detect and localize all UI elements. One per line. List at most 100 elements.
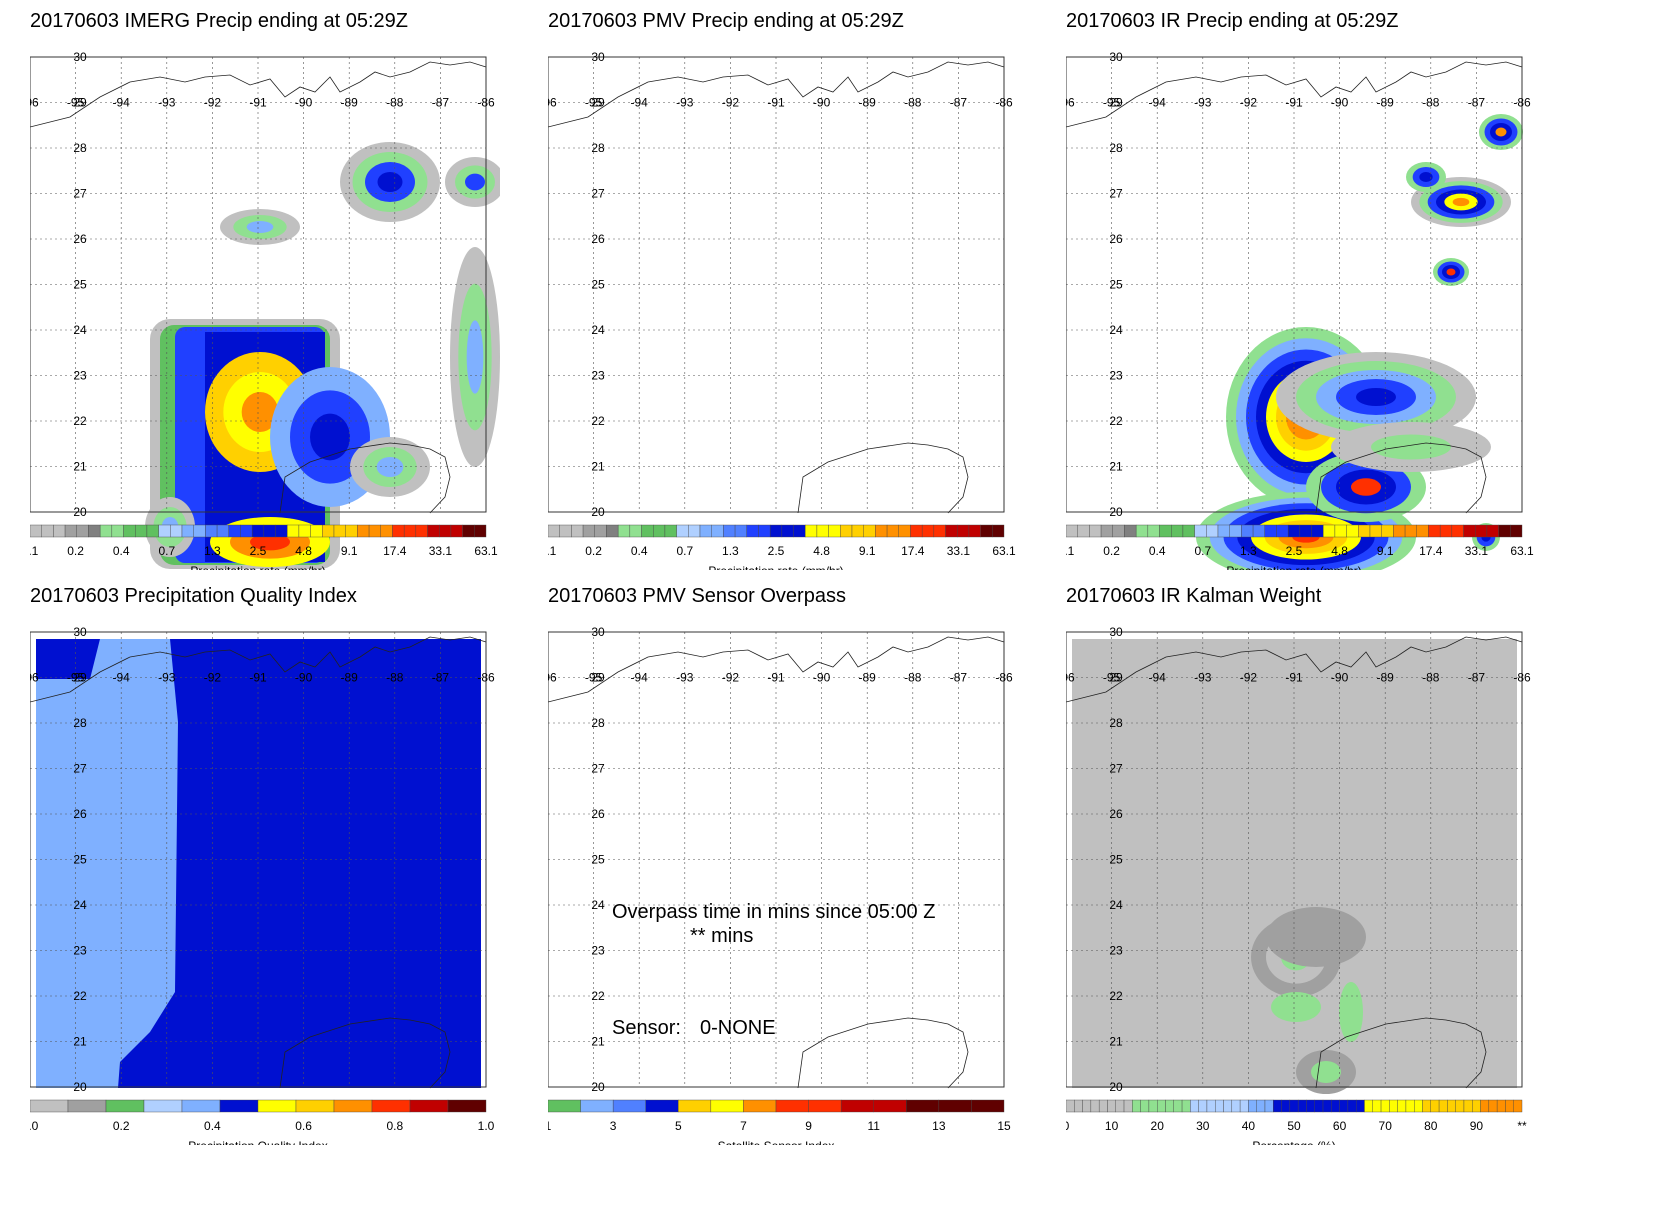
lat-tick-label: 28 xyxy=(73,716,87,730)
plot-area: -96 -95 -94 -93 -92 -91 -90 -89 -88 -87 -86 30 29 28 2… xyxy=(30,50,500,569)
colorbar-tick-label: 5 xyxy=(675,1119,682,1133)
lon-tick-label: -88 xyxy=(386,96,404,110)
ir-precip-band-east xyxy=(1276,352,1476,442)
colorbar-swatch xyxy=(1276,524,1289,538)
colorbar-label: Percentage (%) xyxy=(1252,1139,1335,1145)
lon-tick-label: -96 xyxy=(1066,96,1075,110)
colorbar-tick-label: 63.1 xyxy=(992,544,1016,558)
lon-tick-label: -90 xyxy=(295,671,313,685)
colorbar-swatch xyxy=(30,1099,69,1113)
colorbar-swatch xyxy=(170,524,183,538)
colorbar-tick-label: 0.2 xyxy=(67,544,84,558)
colorbar-swatch xyxy=(1077,524,1090,538)
lat-tick-label: 23 xyxy=(591,369,605,383)
lon-tick-label: -91 xyxy=(767,96,785,110)
panel-imerg: 20170603 IMERG Precip ending at 05:29Z -9… xyxy=(30,10,550,610)
lat-tick-label: 28 xyxy=(1109,716,1123,730)
colorbar-swatch xyxy=(559,524,572,538)
coastline-north xyxy=(30,636,487,703)
colorbar-swatch xyxy=(1496,1099,1506,1113)
lon-tick-label: -90 xyxy=(1331,96,1349,110)
coastline-yucatan xyxy=(1315,442,1487,514)
coastline-yucatan xyxy=(797,442,969,514)
colorbar-tick-label: 0.1 xyxy=(1066,544,1075,558)
colorbar-swatch xyxy=(594,524,607,538)
lat-tick-label: 23 xyxy=(73,944,87,958)
lon-tick-label: -89 xyxy=(341,96,359,110)
colorbar-label: Precipitation rate (mm/hr) xyxy=(708,564,843,570)
colorbar-swatch xyxy=(357,524,370,538)
colorbar-tick-label: 20 xyxy=(1151,1119,1165,1133)
colorbar-label: Precipitation Quality Index xyxy=(188,1139,327,1145)
colorbar-tick-label: 17.4 xyxy=(383,544,407,558)
lat-tick-label: 24 xyxy=(73,898,87,912)
lat-tick-label: 21 xyxy=(1109,460,1123,474)
lon-tick-label: -87 xyxy=(1468,96,1486,110)
lat-tick-label: 25 xyxy=(591,853,605,867)
colorbar-swatch xyxy=(1339,1099,1349,1113)
lon-tick-label: -93 xyxy=(1194,671,1212,685)
colorbar-tick-label: 50 xyxy=(1287,1119,1301,1133)
colorbar-swatch xyxy=(548,524,560,538)
colorbar-tick-label: 0.4 xyxy=(631,544,648,558)
colorbar-swatch xyxy=(1323,524,1336,538)
colorbar-swatch xyxy=(403,524,417,538)
colorbar-swatch xyxy=(548,1099,581,1113)
lat-tick-label: 22 xyxy=(1109,989,1123,1003)
lon-tick-label: -88 xyxy=(904,671,922,685)
lat-tick-label: 27 xyxy=(1109,187,1123,201)
colorbar-swatch xyxy=(992,524,1005,538)
colorbar-tick-label: 0.8 xyxy=(386,1119,403,1133)
lat-tick-label: 24 xyxy=(591,898,605,912)
map-frame xyxy=(1066,56,1523,513)
colorbar-label: Precipitation rate (mm/hr) xyxy=(1226,564,1361,570)
coastline-yucatan xyxy=(279,442,451,514)
lon-tick-label: -94 xyxy=(631,671,649,685)
colorbar-tick-label: 9 xyxy=(805,1119,812,1133)
colorbar-tick-label: 0.2 xyxy=(113,1119,130,1133)
lon-tick-label: -96 xyxy=(30,671,39,685)
colorbar-swatch xyxy=(427,524,440,538)
map-grid xyxy=(30,57,486,512)
map-frame xyxy=(548,631,1005,1088)
colorbar-swatch xyxy=(1124,524,1137,538)
lat-tick-label: 24 xyxy=(1109,323,1123,337)
colorbar-swatch xyxy=(111,524,124,538)
precip-band-east2 xyxy=(350,437,430,497)
lon-tick-label: -90 xyxy=(295,96,313,110)
colorbar-swatch xyxy=(875,524,888,538)
colorbar-tick-label: 80 xyxy=(1424,1119,1438,1133)
colorbar-swatch xyxy=(571,524,584,538)
colorbar-tick-label: 70 xyxy=(1379,1119,1393,1133)
colorbar-tick-label: 2.5 xyxy=(1286,544,1303,558)
colorbar-swatch xyxy=(1159,524,1172,538)
colorbar-swatch xyxy=(1334,524,1347,538)
colorbar-swatch xyxy=(1347,1099,1357,1113)
map-plot: -96 -95 -94 -93 -92 -91 -90 -89 -88 -87 -86 30 29 28 2… xyxy=(30,50,500,570)
colorbar-swatch xyxy=(392,524,405,538)
colorbar-swatch xyxy=(295,1099,335,1113)
lat-tick-label: 20 xyxy=(1109,1080,1123,1094)
sensor-label: Sensor: xyxy=(612,1017,681,1039)
colorbar-swatch xyxy=(368,524,381,538)
colorbar-tick-label: 9.1 xyxy=(1377,544,1394,558)
colorbar-tick-label: 0.0 xyxy=(30,1119,39,1133)
colorbar-swatch xyxy=(1299,524,1312,538)
colorbar-swatch xyxy=(1510,524,1523,538)
colorbar-swatch xyxy=(957,524,970,538)
colorbar-swatch xyxy=(808,1099,842,1113)
colorbar-swatch xyxy=(53,524,66,538)
colorbar-swatch xyxy=(1252,524,1265,538)
colorbar-swatch xyxy=(450,524,463,538)
colorbar-swatch xyxy=(1451,524,1464,538)
colorbar-tick-label: 13 xyxy=(932,1119,946,1133)
colorbar-swatch xyxy=(1194,524,1207,538)
kalman-green-patch-3 xyxy=(1339,982,1363,1042)
panel-title: 20170603 IR Precip ending at 05:29Z xyxy=(1066,10,1399,32)
colorbar-swatch xyxy=(1447,1099,1456,1113)
lat-tick-label: 22 xyxy=(73,989,87,1003)
colorbar-tick-label: 0.7 xyxy=(158,544,175,558)
colorbar-tick-label: 1 xyxy=(548,1119,552,1133)
lon-tick-label: -91 xyxy=(249,671,267,685)
coastline-yucatan xyxy=(1315,1017,1487,1089)
